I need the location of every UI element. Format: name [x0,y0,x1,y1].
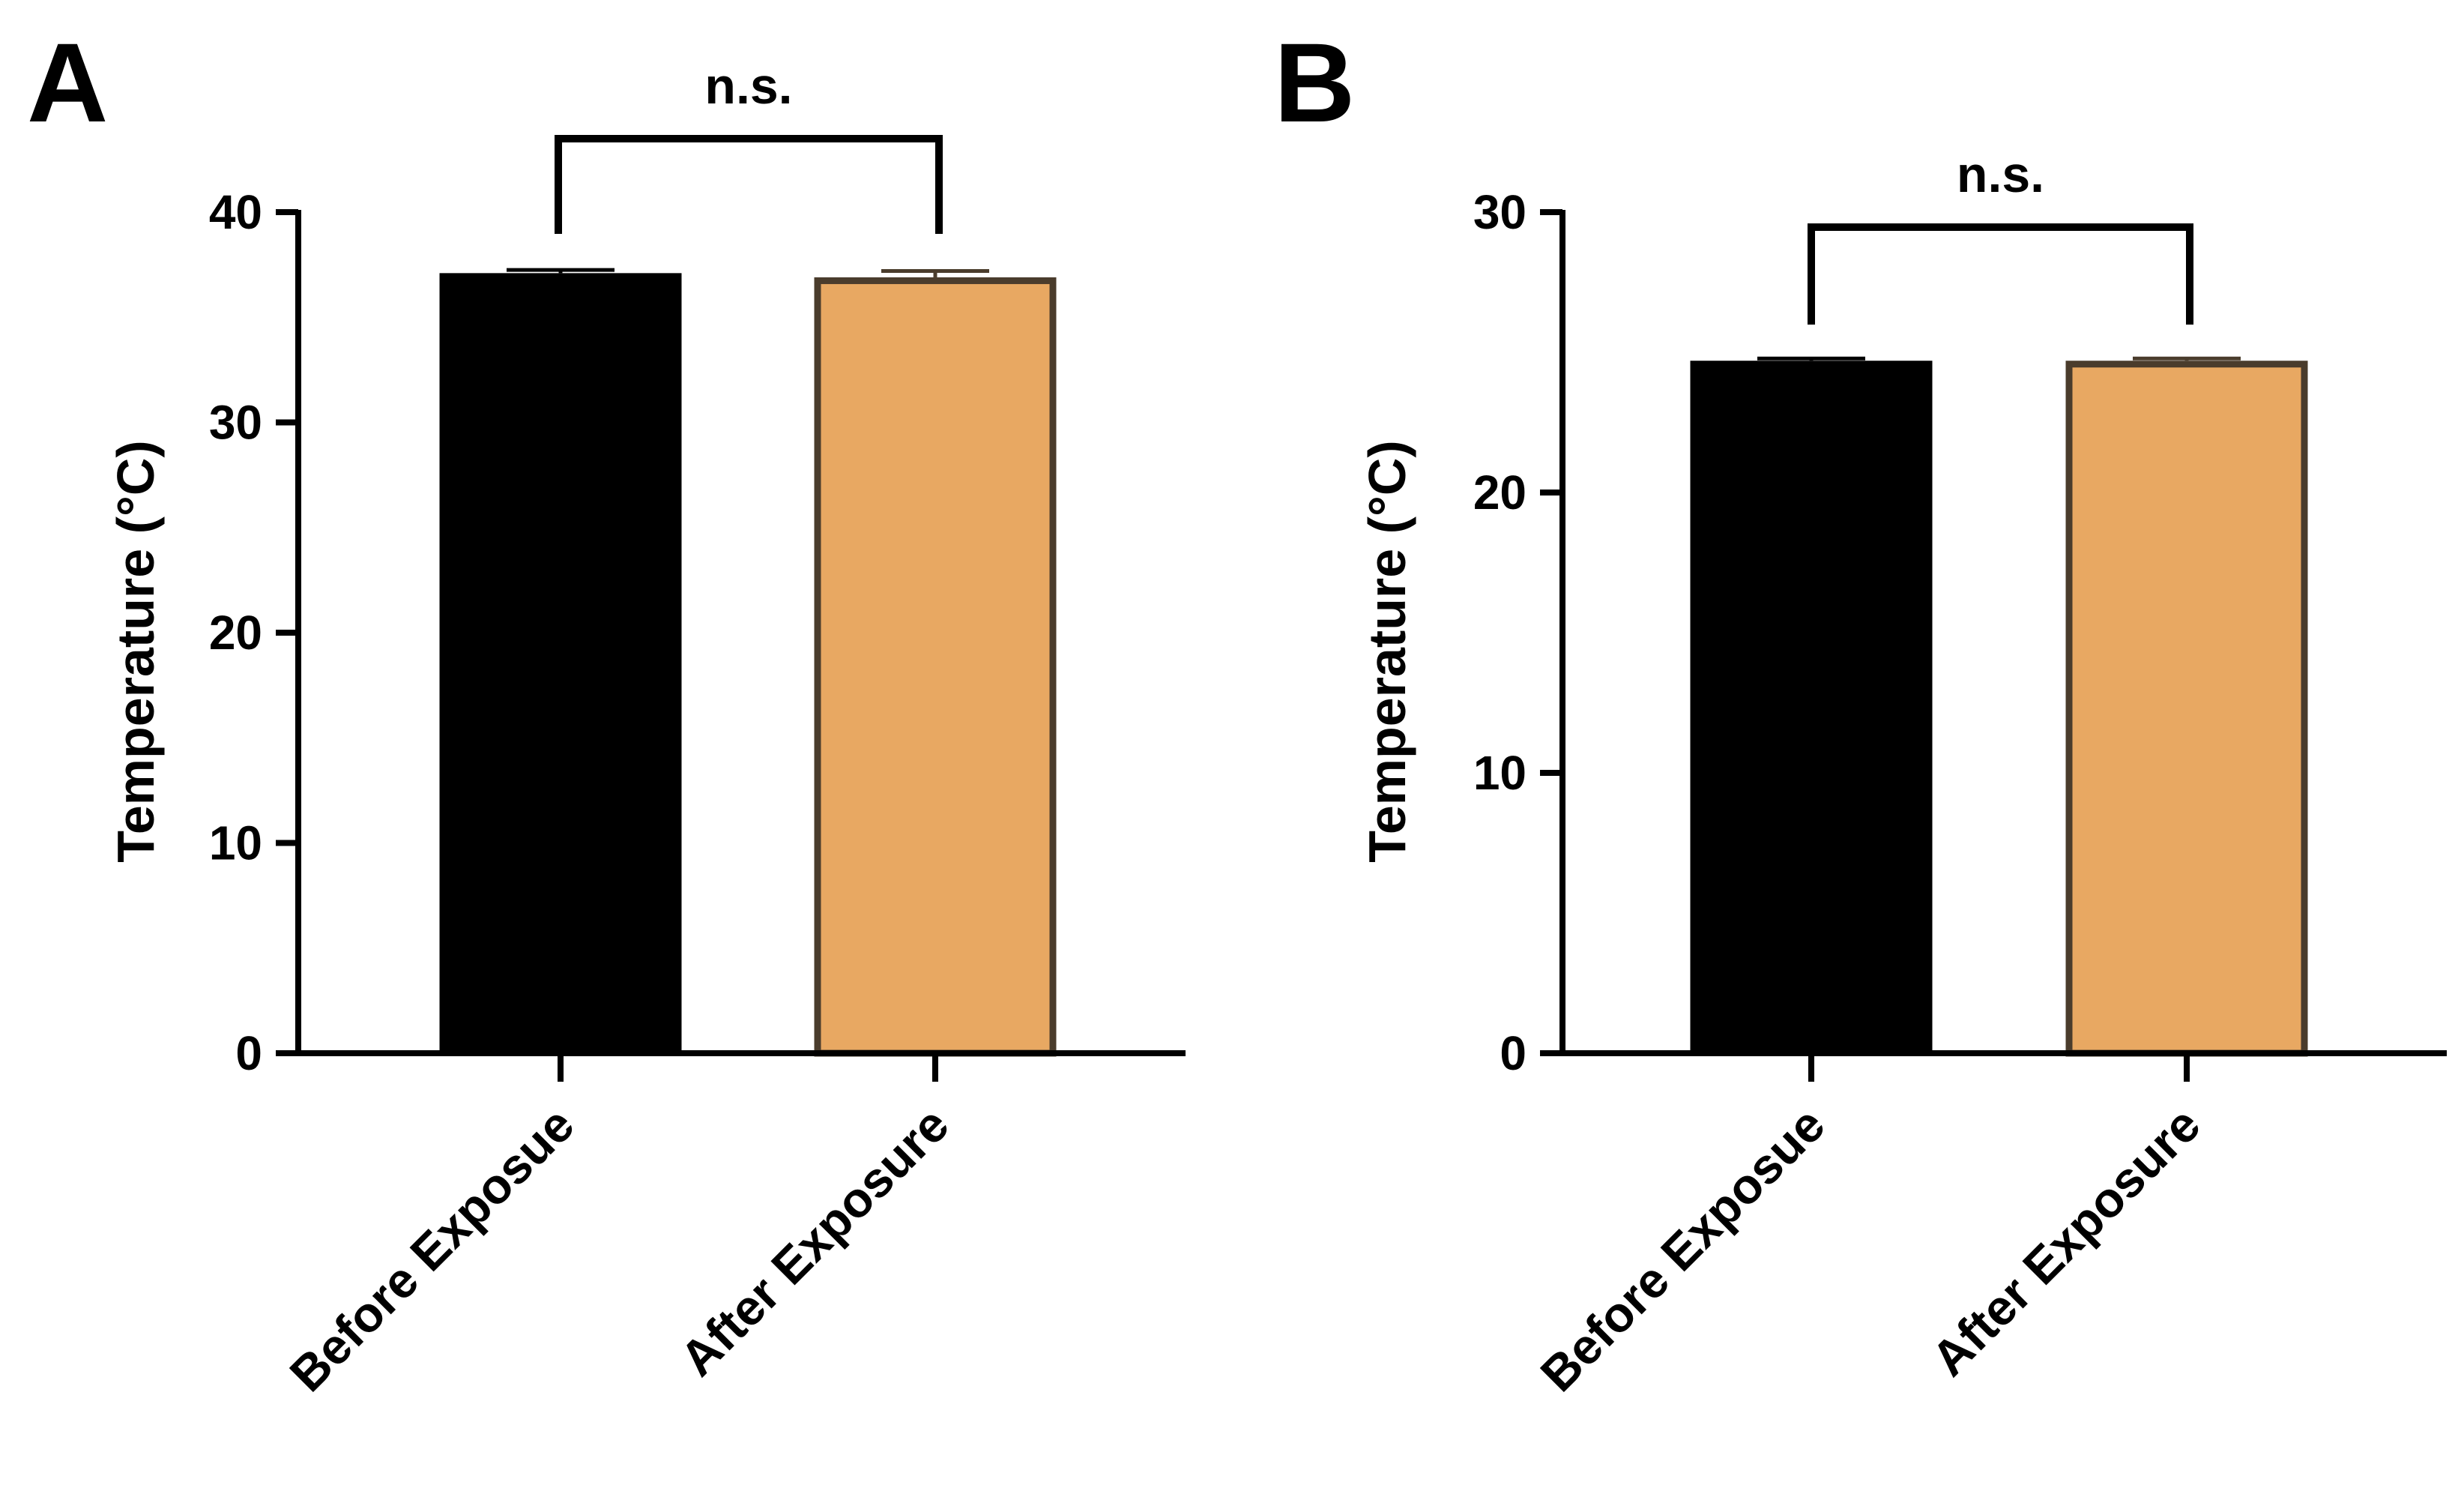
panel-b: B 0 10 20 30 Temperature (°C) Before Exposue A… [1274,19,2447,1402]
x-tick-label-after: After Exposure [1921,1097,2211,1387]
x-tick-label-before: Before Exposue [279,1097,585,1403]
bar-before [1690,361,1933,1054]
y-tick-label: 0 [1500,1026,1527,1080]
significance-bracket [555,135,943,234]
panel-letter-b: B [1274,19,1355,145]
y-tick-label: 20 [209,606,262,660]
y-axis-title: Temperature (°C) [1358,440,1416,862]
significance-label: n.s. [704,58,792,115]
y-tick-label: 30 [1473,185,1527,239]
error-bar-before [507,268,615,274]
significance-bracket [1808,223,2193,325]
bar-after [2065,361,2308,1057]
significance-label: n.s. [1957,146,2044,203]
y-tick-label: 40 [209,185,262,239]
y-tick-label: 0 [235,1026,262,1080]
bar-after [814,277,1057,1057]
panel-letter-a: A [27,19,108,145]
panel-a: A 0 10 20 30 40 Temperature (°C) Before Exposu… [27,19,1186,1402]
y-tick-label: 20 [1473,466,1527,519]
y-tick-label: 30 [209,396,262,450]
y-axis-title: Temperature (°C) [106,440,165,862]
bar-before [439,273,682,1054]
x-tick-label-after: After Exposure [669,1097,959,1387]
error-bar-before [1757,356,1865,361]
y-tick-label: 10 [1473,746,1527,800]
error-bar-after [2133,356,2241,361]
y-tick-label: 10 [209,816,262,870]
error-bar-after [881,269,989,277]
x-tick-label-before: Before Exposue [1530,1097,1835,1403]
